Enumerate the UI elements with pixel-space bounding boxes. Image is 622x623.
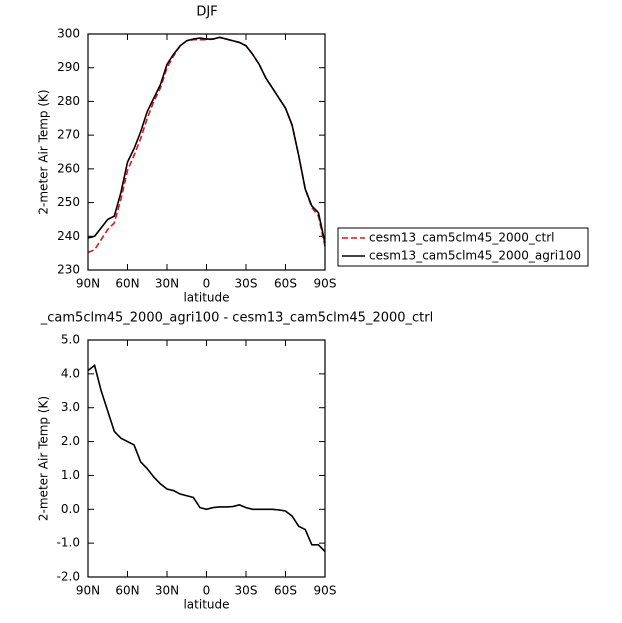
x-tick-label: 90S xyxy=(314,584,337,598)
y-tick-label: 5.0 xyxy=(61,333,80,347)
x-tick-label: 0 xyxy=(203,584,211,598)
x-axis-label: latitude xyxy=(183,291,229,305)
plot-frame xyxy=(87,339,326,578)
x-tick-label: 60N xyxy=(115,277,139,291)
chart-title: _cam5clm45_2000_agri100 - cesm13_cam5clm… xyxy=(40,311,433,326)
y-tick-label: 280 xyxy=(57,94,80,108)
y-tick-label: 260 xyxy=(57,161,80,175)
y-tick-label: -2.0 xyxy=(57,570,80,584)
x-tick-label: 60S xyxy=(274,277,297,291)
y-tick-label: 250 xyxy=(57,195,80,209)
series-line xyxy=(87,364,326,553)
y-tick-label: 270 xyxy=(57,128,80,142)
legend-box xyxy=(337,227,589,267)
y-tick-label: 2.0 xyxy=(61,434,80,448)
plot-frame xyxy=(87,33,326,271)
y-tick-label: 230 xyxy=(57,263,80,277)
x-tick-label: 0 xyxy=(203,277,211,291)
y-tick-label: -1.0 xyxy=(57,536,80,550)
chart-title: DJF xyxy=(196,5,217,20)
x-tick-label: 30S xyxy=(235,584,258,598)
y-tick-label: 290 xyxy=(57,60,80,74)
y-axis-label: 2-meter Air Temp (K) xyxy=(37,396,51,521)
x-tick-label: 30N xyxy=(155,277,179,291)
y-tick-label: 4.0 xyxy=(61,366,80,380)
x-tick-label: 90N xyxy=(76,584,100,598)
x-tick-label: 30N xyxy=(155,584,179,598)
x-tick-label: 90N xyxy=(76,277,100,291)
y-tick-label: 3.0 xyxy=(61,400,80,414)
y-tick-label: 0.0 xyxy=(61,502,80,516)
series-line xyxy=(87,36,326,244)
legend-label: cesm13_cam5clm45_2000_agri100 xyxy=(369,249,581,263)
y-axis-label: 2-meter Air Temp (K) xyxy=(37,89,51,214)
series-line xyxy=(87,36,326,254)
legend-label: cesm13_cam5clm45_2000_ctrl xyxy=(369,231,554,245)
x-axis-label: latitude xyxy=(183,598,229,612)
x-tick-label: 60N xyxy=(115,584,139,598)
y-tick-label: 300 xyxy=(57,27,80,41)
x-tick-label: 60S xyxy=(274,584,297,598)
x-tick-label: 30S xyxy=(235,277,258,291)
x-tick-label: 90S xyxy=(314,277,337,291)
y-tick-label: 240 xyxy=(57,229,80,243)
y-tick-label: 1.0 xyxy=(61,468,80,482)
